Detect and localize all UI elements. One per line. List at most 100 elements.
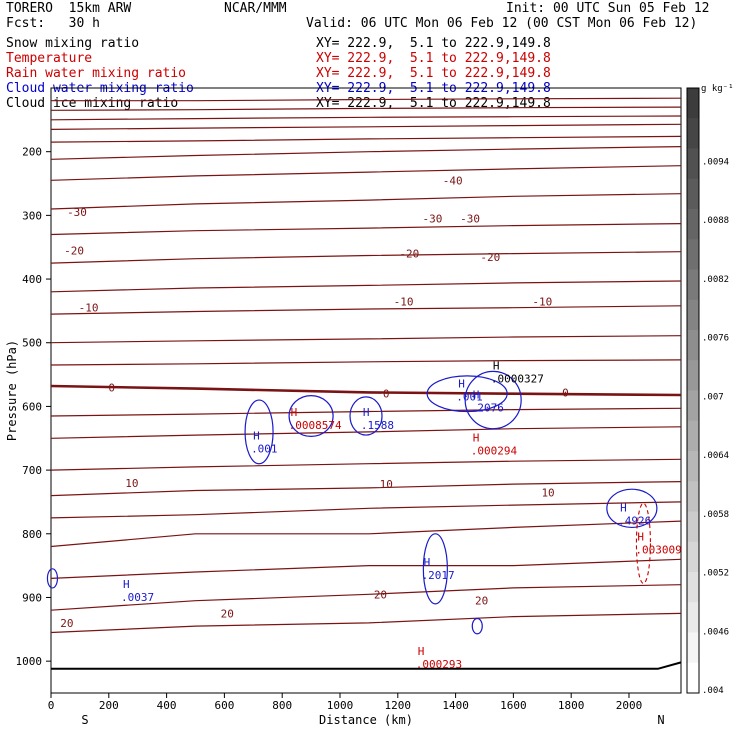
temperature-contours xyxy=(50,97,682,670)
isotherm-label: 20 xyxy=(221,607,234,620)
x-tick-label: 1800 xyxy=(558,699,585,712)
colorbar-segment xyxy=(687,572,699,603)
isotherm-line xyxy=(50,558,682,579)
y-tick-label: 1000 xyxy=(16,655,43,668)
colorbar-segment xyxy=(687,420,699,452)
y-tick-label: 600 xyxy=(22,400,42,413)
colorbar-segment xyxy=(687,602,699,633)
high-marker: H xyxy=(291,406,298,419)
colorbar-label: .0094 xyxy=(702,157,729,167)
colorbar-segment xyxy=(687,148,699,180)
isotherm-line xyxy=(50,251,682,264)
cloud-water-contours xyxy=(46,370,658,635)
isotherm-line xyxy=(50,458,682,471)
x-tick-label: 0 xyxy=(48,699,55,712)
colorbar-segment xyxy=(687,632,699,664)
cloud-water-contour xyxy=(471,617,483,635)
colorbar-segment xyxy=(687,451,699,482)
center-name: NCAR/MMM xyxy=(224,1,287,16)
y-tick-label: 500 xyxy=(22,337,42,350)
cloud-water-contour xyxy=(46,568,59,589)
extremum-value: .4926 xyxy=(618,515,651,528)
isotherm-line xyxy=(50,280,682,293)
extremum-value: .0037 xyxy=(121,591,154,604)
isotherm-label: 20 xyxy=(60,617,73,630)
isotherm-label: 0 xyxy=(383,388,390,401)
x-endpoint-left: S xyxy=(81,713,88,727)
isotherm-label: -30 xyxy=(67,206,87,219)
colorbar-segment xyxy=(687,118,699,149)
isotherm-label: -10 xyxy=(394,295,414,308)
x-tick-label: 600 xyxy=(214,699,234,712)
colorbar-border xyxy=(686,87,700,694)
isotherm-label: 20 xyxy=(374,588,387,601)
y-tick-label: 900 xyxy=(22,591,42,604)
colorbar-segment xyxy=(687,269,699,301)
extremum-value: .000294 xyxy=(471,445,518,458)
high-marker: H xyxy=(493,360,500,373)
isotherm-line xyxy=(50,426,682,439)
valid-time: Valid: 06 UTC Mon 06 Feb 12 (00 CST Mon … xyxy=(306,16,698,31)
colorbar-label: .0052 xyxy=(702,569,729,579)
colorbar: .0094 .0088 .0082 .0076 .007 .0064 .0058 .0052.… xyxy=(686,84,734,696)
colorbar-segment xyxy=(687,88,699,119)
isotherm-line xyxy=(50,407,682,417)
isotherm-line xyxy=(50,335,682,344)
extremum-value: .003009 xyxy=(635,543,681,556)
colorbar-segment xyxy=(687,360,699,391)
forecast-hour: Fcst: 30 h xyxy=(6,16,100,31)
isotherm-label: 10 xyxy=(125,477,138,490)
high-marker: H xyxy=(418,645,425,658)
isotherm-label: 10 xyxy=(380,478,393,491)
colorbar-segment xyxy=(687,390,699,422)
y-tick-label: 200 xyxy=(22,146,42,159)
high-marker: H xyxy=(123,578,130,591)
isotherm-label: 0 xyxy=(562,386,569,399)
isotherm-line xyxy=(50,501,682,519)
colorbar-unit: g kg⁻¹ xyxy=(701,84,734,94)
y-tick-label: 700 xyxy=(22,464,42,477)
cloud-water-contour xyxy=(244,399,274,465)
field-name-rain: Rain water mixing ratio xyxy=(6,66,187,81)
high-marker: H xyxy=(424,556,431,569)
extremum-value: .0000327 xyxy=(491,373,544,386)
x-tick-label: 2000 xyxy=(616,699,643,712)
isotherm-line xyxy=(50,520,682,548)
colorbar-label: .004 xyxy=(702,686,724,696)
isotherm-label: -40 xyxy=(443,174,463,187)
cloud-water-contour xyxy=(288,394,334,437)
isotherm-line xyxy=(50,612,682,634)
high-marker: H xyxy=(458,378,465,391)
field-xy-snow: XY= 222.9, 5.1 to 222.9,149.8 xyxy=(316,36,551,51)
model-title: TORERO 15km ARW xyxy=(6,1,132,16)
colorbar-segment xyxy=(687,481,699,512)
x-tick-label: 1200 xyxy=(385,699,412,712)
high-marker: H xyxy=(620,502,627,515)
isotherm-line xyxy=(50,106,682,111)
field-xy-temperature: XY= 222.9, 5.1 to 222.9,149.8 xyxy=(316,51,551,66)
colorbar-segment xyxy=(687,662,699,694)
field-name-cloud-ice: Cloud ice mixing ratio xyxy=(6,96,179,111)
isotherm-line xyxy=(50,584,682,611)
extremum-value: .2076 xyxy=(471,401,504,414)
y-tick-label: 800 xyxy=(22,528,42,541)
isotherm-label: -30 xyxy=(460,213,480,226)
colorbar-label: .0046 xyxy=(702,627,729,637)
high-marker: H xyxy=(473,432,480,445)
x-tick-label: 800 xyxy=(272,699,292,712)
isotherm-label: 0 xyxy=(108,381,115,394)
cloud-water-contour xyxy=(349,396,383,436)
terrain-line xyxy=(51,661,682,670)
cloud-water-contour xyxy=(464,370,522,430)
x-tick-label: 1000 xyxy=(327,699,354,712)
isotherm-line xyxy=(50,359,682,366)
cloud-water-contour xyxy=(606,488,658,529)
isotherm-label: -30 xyxy=(423,213,443,226)
rain-contour xyxy=(635,502,651,584)
isotherm-line xyxy=(51,97,682,102)
isotherm-line xyxy=(50,193,682,210)
y-tick-label: 300 xyxy=(22,209,42,222)
high-marker: H xyxy=(363,406,370,419)
extremum-value: .1588 xyxy=(361,419,394,432)
